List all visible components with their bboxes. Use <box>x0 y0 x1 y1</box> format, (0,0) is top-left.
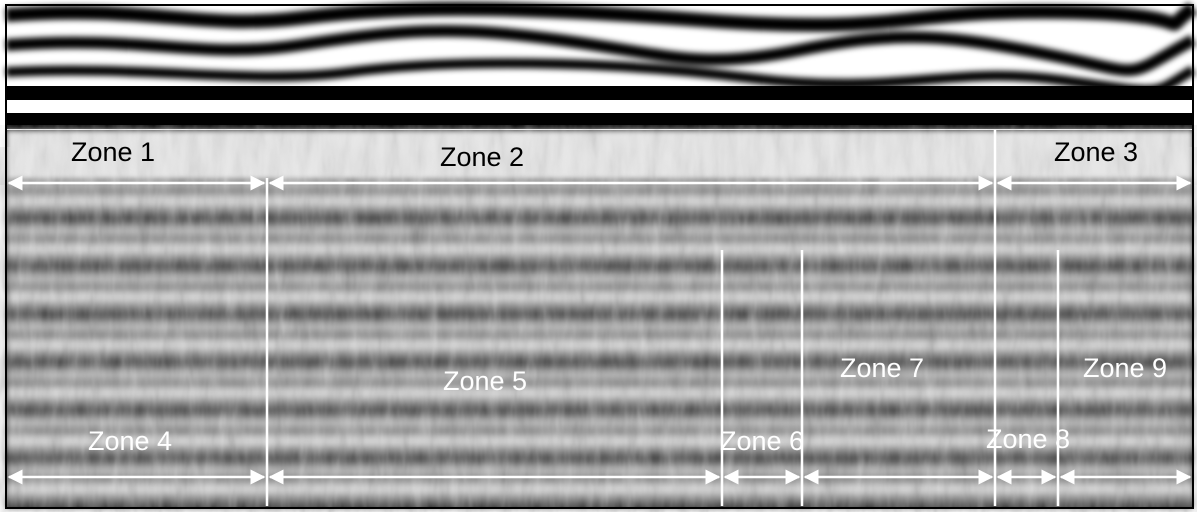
zone-label: Zone 5 <box>443 366 527 396</box>
zone-label: Zone 9 <box>1083 353 1167 383</box>
zone-label: Zone 1 <box>71 137 155 167</box>
zone-label: Zone 7 <box>840 353 924 383</box>
zone-label: Zone 3 <box>1054 137 1138 167</box>
zone-label: Zone 4 <box>88 426 172 456</box>
page: Zone 1 Zone 2 Zone 3 Zone 4 Zone 5 Zone … <box>0 0 1197 512</box>
zone-label: Zone 8 <box>986 424 1070 454</box>
zone-label: Zone 2 <box>440 142 524 172</box>
radargram-figure: Zone 1 Zone 2 Zone 3 Zone 4 Zone 5 Zone … <box>0 0 1197 512</box>
zone-label: Zone 6 <box>720 426 804 456</box>
